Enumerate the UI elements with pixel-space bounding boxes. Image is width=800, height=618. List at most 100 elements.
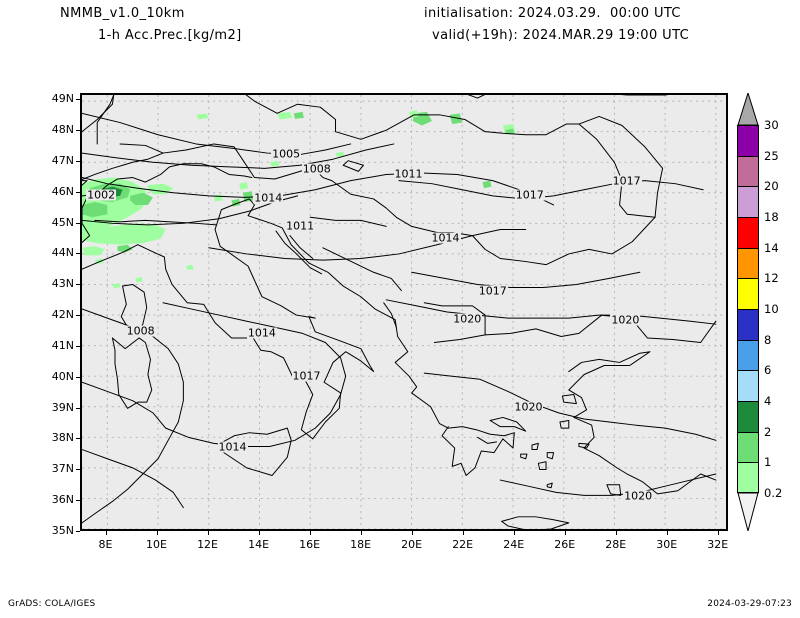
colorbar-tick-label: 14 [764, 240, 779, 255]
y-axis-tick-label: 47N [51, 153, 74, 167]
x-axis-tick [717, 531, 719, 535]
isobar-label: 1014 [253, 191, 284, 205]
y-axis-tick-label: 35N [51, 524, 74, 537]
colorbar-band [737, 462, 759, 493]
y-axis-tick [76, 222, 80, 224]
isobar-label: 1011 [285, 219, 316, 233]
colorbar-tick-label: 25 [764, 148, 779, 163]
y-axis-tick-label: 43N [51, 277, 74, 291]
x-axis-tick [105, 531, 107, 535]
colorbar-band [737, 309, 759, 340]
x-axis-tick [360, 531, 362, 535]
y-axis-tick [76, 130, 80, 131]
x-axis-tick-label: 8E [98, 538, 113, 551]
triangle-up-icon [737, 91, 759, 126]
colorbar-band [737, 247, 759, 279]
x-axis-tick [462, 531, 464, 535]
colorbar-band [737, 186, 759, 217]
y-axis-tick [76, 531, 80, 532]
isobar-label: 1020 [513, 400, 544, 414]
footer-timestamp: 2024-03-29-07:23 [707, 599, 792, 609]
initialisation-time: initialisation: 2024.03.29. 00:00 UTC [424, 6, 681, 21]
y-axis-tick [76, 407, 80, 409]
x-axis-tick-label: 20E [401, 538, 423, 551]
isobar-label: 1017 [291, 369, 322, 383]
y-axis-tick-label: 40N [51, 369, 74, 383]
isobar-label: 1002 [86, 188, 117, 202]
y-axis-tick [76, 345, 80, 347]
y-axis-tick-label: 44N [51, 246, 74, 260]
triangle-down-icon [737, 492, 759, 533]
x-axis-tick-label: 32E [707, 538, 729, 551]
colorbar-band [737, 125, 759, 156]
colorbar-tick-label: 1 [764, 455, 772, 470]
x-axis-tick [411, 531, 413, 535]
x-axis-tick-label: 18E [350, 538, 372, 551]
y-axis-tick [76, 160, 80, 162]
y-axis-tick-label: 38N [51, 431, 74, 445]
footer-credit: GrADS: COLA/IGES [8, 599, 96, 609]
y-axis-tick [76, 284, 80, 286]
isobar-label: 1008 [301, 162, 332, 176]
x-axis-tick-label: 26E [554, 538, 576, 551]
colorbar-tick-label: 8 [764, 332, 772, 347]
colorbar: 0.2 1 2 4 6 8 10 12 14 18 20 25 30 [737, 91, 782, 533]
y-axis-tick-label: 49N [51, 92, 74, 106]
y-axis-tick [76, 253, 80, 255]
x-axis-tick [513, 531, 515, 535]
x-axis-tick-label: 10E [146, 538, 167, 551]
y-axis-tick [76, 469, 80, 471]
x-axis-tick-label: 30E [656, 538, 678, 551]
isobar-label: 1020 [610, 313, 641, 327]
colorbar-tick-label: 10 [764, 302, 779, 316]
isobar-label: 1017 [477, 284, 508, 298]
isobar-label: 1020 [452, 312, 483, 326]
x-axis-tick-label: 22E [452, 538, 474, 551]
x-axis-tick-label: 12E [197, 538, 219, 551]
x-axis-tick-label: 16E [299, 538, 321, 551]
x-axis-tick-label: 28E [605, 538, 627, 551]
y-axis-tick [76, 376, 80, 378]
y-axis-tick-label: 46N [51, 184, 74, 198]
colorbar-band [737, 217, 759, 248]
x-axis-tick [156, 531, 158, 535]
colorbar-tick-label: 30 [764, 118, 779, 132]
x-axis-tick [207, 531, 209, 535]
y-axis-tick [76, 315, 80, 317]
x-axis-tick [564, 531, 566, 535]
colorbar-tick-label: 18 [764, 210, 779, 224]
isobar-label: 1011 [393, 167, 424, 181]
x-axis-tick [615, 531, 617, 535]
field-title: 1-h Acc.Prec.[kg/m2] [98, 28, 242, 43]
x-axis-tick-label: 24E [503, 538, 525, 551]
map-plot-area: 1002 1005 1008 1014 1011 1011 1014 1017 1017 1017… [80, 93, 728, 531]
colorbar-tick-label: 20 [764, 179, 779, 194]
x-axis-tick [309, 531, 311, 535]
y-axis-tick-label: 45N [51, 215, 74, 229]
model-title: NMMB_v1.0_10km [60, 6, 185, 21]
y-axis-tick [76, 438, 80, 440]
isobar-label: 1014 [246, 326, 277, 339]
x-axis-tick [258, 531, 260, 535]
colorbar-band [737, 401, 759, 432]
colorbar-tick-label: 12 [764, 271, 779, 286]
colorbar-band [737, 278, 759, 309]
isobar-label: 1020 [623, 489, 654, 503]
colorbar-band [737, 339, 759, 371]
valid-time: valid(+19h): 2024.MAR.29 19:00 UTC [432, 28, 690, 43]
colorbar-tick-label: 0.2 [764, 486, 783, 500]
y-axis-tick-label: 48N [51, 123, 74, 136]
isobar-label: 1008 [125, 324, 156, 338]
y-axis-tick-label: 41N [51, 338, 74, 352]
isobar-label: 1017 [611, 174, 642, 188]
y-axis-tick [76, 99, 80, 101]
colorbar-tick-label: 6 [764, 363, 772, 378]
x-axis-tick [666, 531, 668, 535]
colorbar-tick-label: 2 [764, 424, 772, 439]
y-axis-tick-label: 37N [51, 462, 74, 476]
isobar-label: 1014 [430, 231, 461, 245]
isobar-label: 1014 [217, 440, 248, 454]
y-axis-tick [76, 191, 80, 193]
isobar-label: 1005 [271, 147, 302, 161]
y-axis-tick [76, 500, 80, 502]
